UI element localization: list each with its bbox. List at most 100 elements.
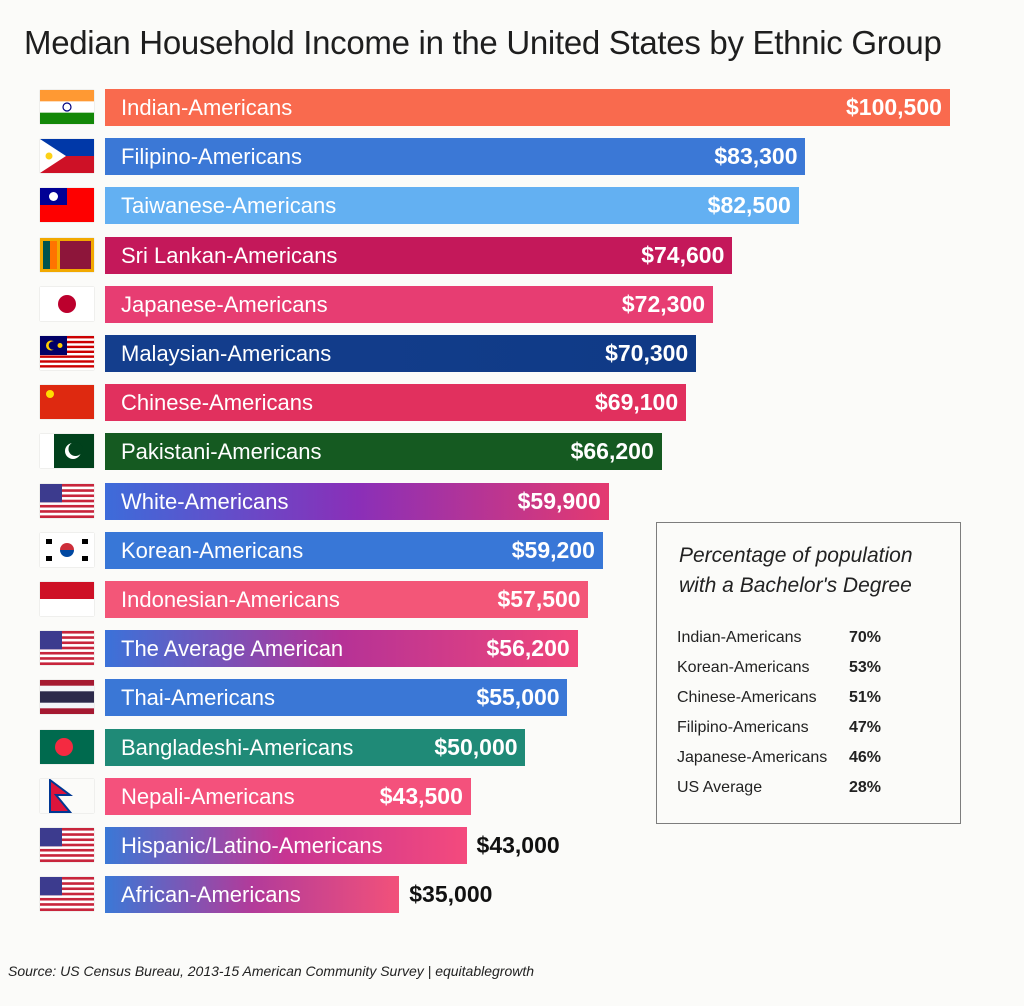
- bar-row: Indonesian-Americans $57,500: [0, 578, 1024, 620]
- bar-value-label: $50,000: [434, 733, 518, 760]
- education-inset-rows: Indian-Americans 70% Korean-Americans 53…: [677, 625, 947, 805]
- bar-row: Thai-Americans $55,000: [0, 676, 1024, 718]
- bar-value-label: $59,900: [517, 487, 601, 514]
- flag-usa-icon: [40, 828, 94, 862]
- chart-title: Median Household Income in the United St…: [24, 24, 942, 61]
- bar-label: Korean-Americans: [121, 537, 304, 563]
- bar-label: Indonesian-Americans: [121, 587, 340, 612]
- bar-row: Chinese-Americans $69,100: [0, 381, 1024, 423]
- education-row-percent: 70%: [849, 629, 882, 646]
- source-note: Source: US Census Bureau, 2013-15 Americ…: [8, 963, 535, 979]
- bar-value-label: $74,600: [641, 241, 725, 268]
- bar-value-label: $70,300: [605, 340, 689, 366]
- bar-value-label: $59,200: [511, 536, 595, 563]
- bar: [105, 187, 799, 225]
- bar: [105, 89, 950, 126]
- flag-taiwan-icon: [40, 188, 94, 223]
- flag-china-icon: [40, 385, 94, 420]
- bar-row: Bangladeshi-Americans $50,000: [0, 726, 1024, 768]
- education-row: US Average 28%: [677, 775, 947, 805]
- flag-japan-icon: [40, 286, 94, 321]
- flag-south-korea-icon: [40, 532, 94, 567]
- bar-label: Indian-Americans: [121, 95, 293, 120]
- education-inset-title: Percentage of population with a Bachelor…: [679, 544, 913, 597]
- bar-value-label: $83,300: [714, 143, 798, 170]
- bar-row: Filipino-Americans $83,300: [0, 135, 1024, 177]
- bar-label: Thai-Americans: [121, 685, 276, 711]
- bar-row: Pakistani-Americans $66,200: [0, 430, 1024, 472]
- bar-row: Taiwanese-Americans $82,500: [0, 184, 1024, 226]
- education-inset-box: Percentage of population with a Bachelor…: [656, 522, 961, 824]
- bar-row: Sri Lankan-Americans $74,600: [0, 234, 1024, 276]
- bar: [105, 285, 713, 323]
- bar-label: The Average American: [121, 636, 344, 662]
- bar-row: White-Americans $59,900: [0, 480, 1024, 522]
- bar-value-label: $43,500: [379, 782, 463, 809]
- bar-value-label: $35,000: [409, 881, 493, 908]
- bar: [105, 777, 471, 815]
- education-row-group: Korean-Americans: [677, 659, 810, 676]
- bar-value-label: $55,000: [476, 684, 560, 711]
- bar-value-label: $66,200: [570, 438, 654, 465]
- education-row-percent: 46%: [849, 749, 882, 766]
- education-row: Chinese-Americans 51%: [677, 685, 947, 715]
- bar-label: African-Americans: [121, 882, 301, 908]
- bar-label: Sri Lankan-Americans: [121, 242, 338, 268]
- flag-usa-icon: [40, 877, 94, 912]
- bar-label: Malaysian-Americans: [121, 341, 332, 366]
- bar-label: Bangladeshi-Americans: [121, 734, 354, 760]
- education-row: Japanese-Americans 46%: [677, 745, 947, 775]
- education-row-group: Japanese-Americans: [677, 749, 828, 766]
- flag-malaysia-icon: [40, 336, 94, 370]
- flag-bangladesh-icon: [40, 729, 94, 764]
- education-row-percent: 47%: [849, 719, 882, 736]
- bar-row: Korean-Americans $59,200: [0, 529, 1024, 571]
- bar-row: Malaysian-Americans $70,300: [0, 332, 1024, 374]
- education-row: Korean-Americans 53%: [677, 655, 947, 685]
- bar-label: Pakistani-Americans: [121, 439, 322, 465]
- education-row-percent: 51%: [849, 689, 882, 706]
- bar: [105, 630, 578, 668]
- bar: [105, 876, 400, 914]
- bar: [105, 531, 603, 569]
- bar-row: The Average American $56,200: [0, 627, 1024, 669]
- bar-value-label: $56,200: [486, 635, 570, 662]
- bar-label: White-Americans: [121, 488, 289, 514]
- bar-label: Hispanic/Latino-Americans: [121, 833, 383, 858]
- education-row-group: Chinese-Americans: [677, 689, 817, 706]
- flag-thailand-icon: [40, 680, 94, 715]
- bar: [105, 482, 609, 520]
- flag-pakistan-icon: [40, 434, 94, 469]
- bar-row: Nepali-Americans $43,500: [0, 775, 1024, 817]
- bar-label: Japanese-Americans: [121, 291, 328, 317]
- bar: [105, 236, 733, 274]
- bar-row: Indian-Americans $100,500: [0, 86, 1024, 128]
- bar-value-label: $69,100: [594, 389, 679, 416]
- bar: [105, 827, 467, 864]
- education-row-group: Filipino-Americans: [677, 719, 809, 736]
- flag-india-icon: [40, 90, 94, 124]
- bar: [105, 679, 568, 717]
- education-row-percent: 28%: [849, 779, 882, 796]
- education-row-group: Indian-Americans: [677, 629, 802, 646]
- flag-indonesia-icon: [40, 582, 94, 616]
- bar-label: Taiwanese-Americans: [121, 193, 337, 219]
- bar: [105, 335, 697, 372]
- bar-label: Nepali-Americans: [121, 783, 295, 809]
- flag-nepal-icon: [40, 778, 94, 813]
- bar: [105, 433, 662, 471]
- bar: [105, 138, 806, 176]
- bar: [105, 384, 686, 422]
- bar-row: African-Americans $35,000: [0, 873, 1024, 915]
- bar-value-label: $100,500: [846, 94, 942, 120]
- flag-philippines-icon: [40, 139, 94, 174]
- bar-value-label: $57,500: [497, 586, 581, 612]
- bar-value-label: $82,500: [707, 192, 791, 219]
- bar: [105, 581, 589, 618]
- bar-value-label: $43,000: [476, 832, 560, 858]
- bar-label: Filipino-Americans: [121, 144, 302, 170]
- bar-label: Chinese-Americans: [121, 390, 313, 416]
- education-row-group: US Average: [677, 779, 763, 796]
- bar-value-label: $72,300: [621, 290, 706, 317]
